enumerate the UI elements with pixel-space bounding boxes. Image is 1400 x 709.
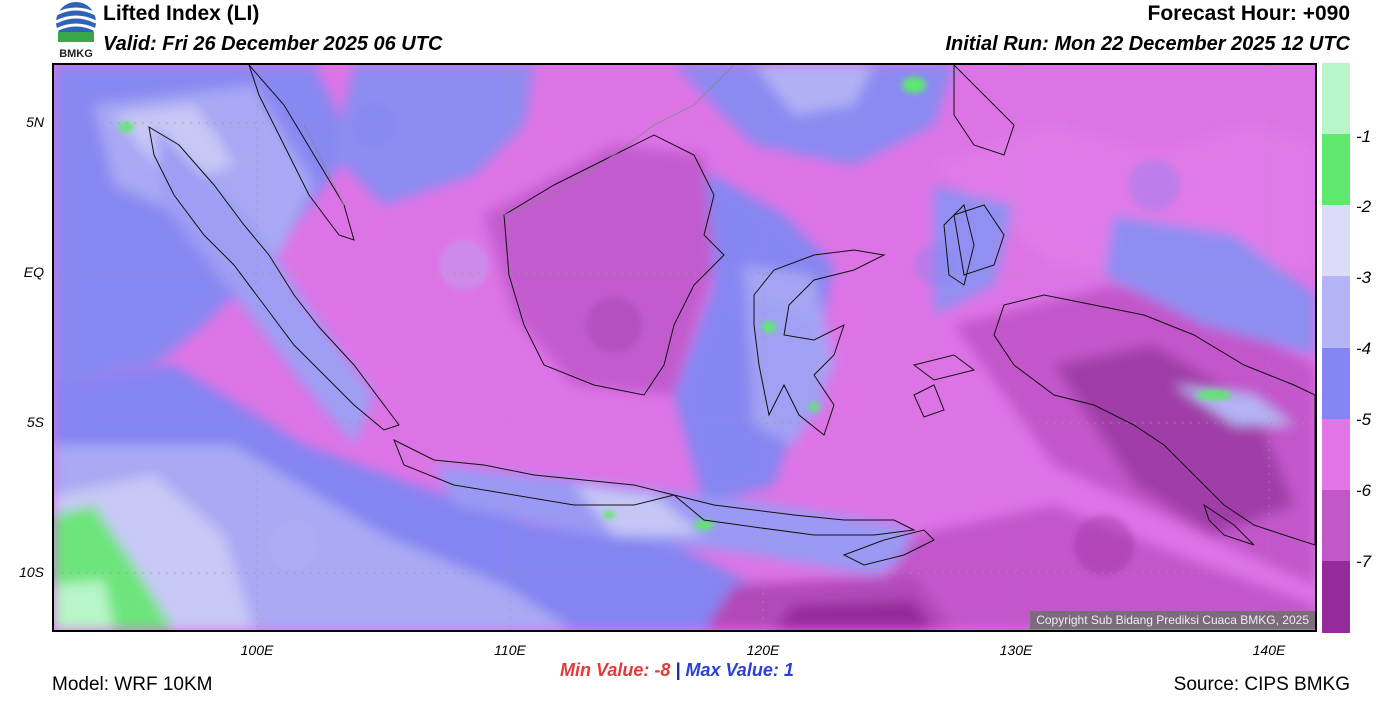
lat-label-5s: 5S [26, 414, 44, 430]
valid-time: Valid: Fri 26 December 2025 06 UTC [103, 33, 443, 55]
colorbar-label: -2 [1356, 197, 1372, 216]
lat-label-10s: 10S [19, 564, 44, 580]
logo-text: BMKG [59, 48, 93, 60]
lon-label-140e: 140E [1252, 642, 1286, 658]
lon-label-110e: 110E [494, 642, 526, 658]
colorbar-segment [1322, 205, 1350, 277]
data-source: Source: CIPS BMKG [1173, 674, 1350, 695]
lat-label-eq: EQ [23, 264, 44, 280]
map-canvas [54, 65, 1315, 630]
initial-run: Initial Run: Mon 22 December 2025 12 UTC [945, 33, 1350, 55]
lifted-index-map [52, 63, 1317, 632]
colorbar-segment [1322, 276, 1350, 348]
lon-label-100e: 100E [240, 642, 274, 658]
copyright-notice: Copyright Sub Bidang Prediksi Cuaca BMKG… [1030, 611, 1315, 629]
bmkg-logo-icon [52, 0, 100, 62]
colorbar-segment [1322, 347, 1350, 420]
colorbar-label: -6 [1356, 481, 1372, 500]
lon-label-120e: 120E [746, 642, 780, 658]
min-value: -8 [654, 660, 671, 680]
lat-label-5n: 5N [26, 114, 44, 130]
colorbar-label: -1 [1356, 127, 1372, 146]
value-stats: Min Value: -8 | Max Value: 1 [560, 660, 794, 681]
max-value: 1 [783, 660, 794, 680]
colorbar-segment [1322, 63, 1350, 135]
colorbar-segment [1322, 418, 1350, 491]
colorbar-label: -7 [1356, 552, 1372, 571]
max-value-label: Max Value: [685, 660, 779, 680]
model-name: Model: WRF 10KM [52, 674, 213, 695]
colorbar [1322, 63, 1350, 633]
lon-label-130e: 130E [999, 642, 1033, 658]
colorbar-segment [1322, 489, 1350, 562]
colorbar-label: -5 [1356, 410, 1372, 429]
colorbar-label: -3 [1356, 268, 1372, 287]
stats-separator: | [675, 660, 681, 680]
colorbar-segment [1322, 134, 1350, 206]
forecast-hour: Forecast Hour: +090 [1147, 2, 1351, 25]
colorbar-label: -4 [1356, 339, 1372, 358]
map-title: Lifted Index (LI) [103, 2, 260, 25]
min-value-label: Min Value: [560, 660, 650, 680]
colorbar-segment [1322, 560, 1350, 633]
